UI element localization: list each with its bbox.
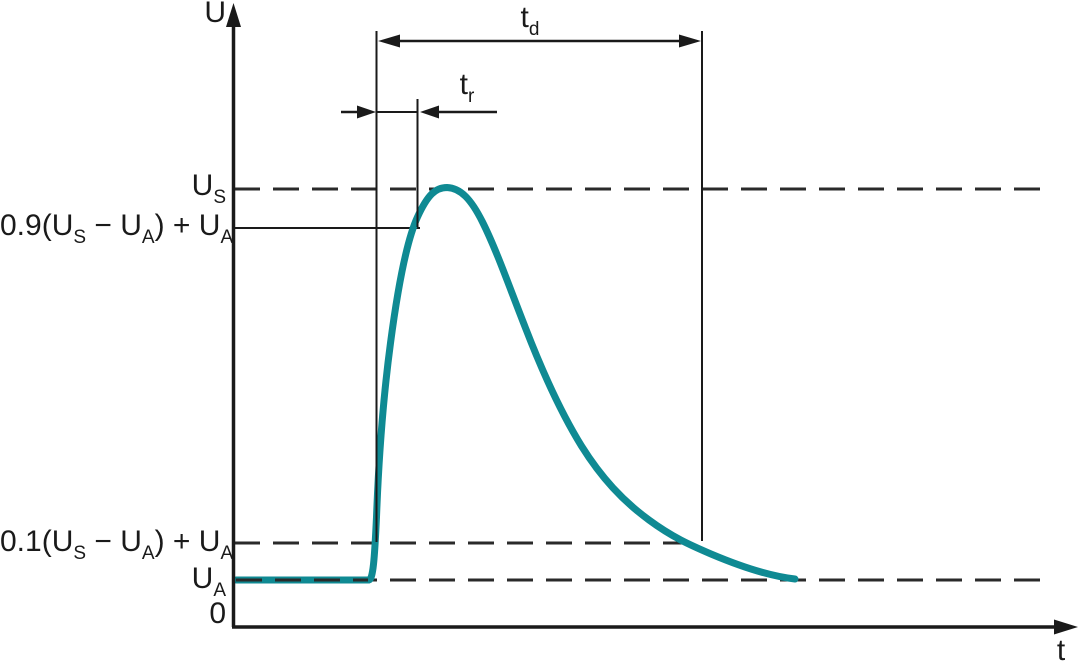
td-label-base: t <box>520 1 529 34</box>
l01-sub-3: A <box>220 543 234 564</box>
l09-run-1: 0.9(U <box>0 209 74 242</box>
l09-sub-2: A <box>141 227 155 248</box>
l09-run-2: − U <box>86 209 142 242</box>
y-axis-arrowhead-icon <box>226 3 241 27</box>
x-axis-label-text: t <box>1056 634 1066 667</box>
l01-sub-1: S <box>73 543 87 564</box>
us-label-base: U <box>191 169 214 202</box>
tr-label-base: t <box>459 68 468 101</box>
td-right-arrowhead-icon <box>679 34 701 48</box>
x-axis-label: t <box>1043 636 1079 666</box>
l09-sub-3: A <box>220 227 234 248</box>
l01-run-1: 0.1(U <box>0 525 74 558</box>
y-axis-label: U <box>0 0 226 28</box>
level-label-10-percent: 0.1(US − UA) + UA <box>0 525 233 564</box>
level-label-90-percent: 0.9(US − UA) + UA <box>0 209 233 248</box>
td-dimension-label: td <box>490 1 570 40</box>
tr-dimension-label: tr <box>427 68 507 107</box>
td-label-sub: d <box>528 19 540 40</box>
tr-right-arrowhead-icon <box>420 105 439 119</box>
pulse-curve <box>232 184 799 584</box>
l01-sub-2: A <box>141 543 155 564</box>
l09-run-3: ) + U <box>154 209 221 242</box>
ua-label-base: U <box>191 562 214 595</box>
us-level-label: US <box>0 169 226 208</box>
tr-left-arrowhead-icon <box>357 105 376 119</box>
l01-run-3: ) + U <box>154 525 221 558</box>
y-axis-label-text: U <box>204 0 226 29</box>
l09-sub-1: S <box>73 227 87 248</box>
us-label-sub: S <box>213 187 226 208</box>
origin-label: 0 <box>0 599 226 629</box>
origin-label-text: 0 <box>209 597 226 630</box>
ua-level-label: UA <box>0 562 226 601</box>
td-left-arrowhead-icon <box>378 34 400 48</box>
x-axis-arrowhead-icon <box>1054 619 1078 635</box>
tr-label-sub: r <box>468 86 475 107</box>
ua-label-sub: A <box>213 580 226 601</box>
l01-run-2: − U <box>86 525 142 558</box>
